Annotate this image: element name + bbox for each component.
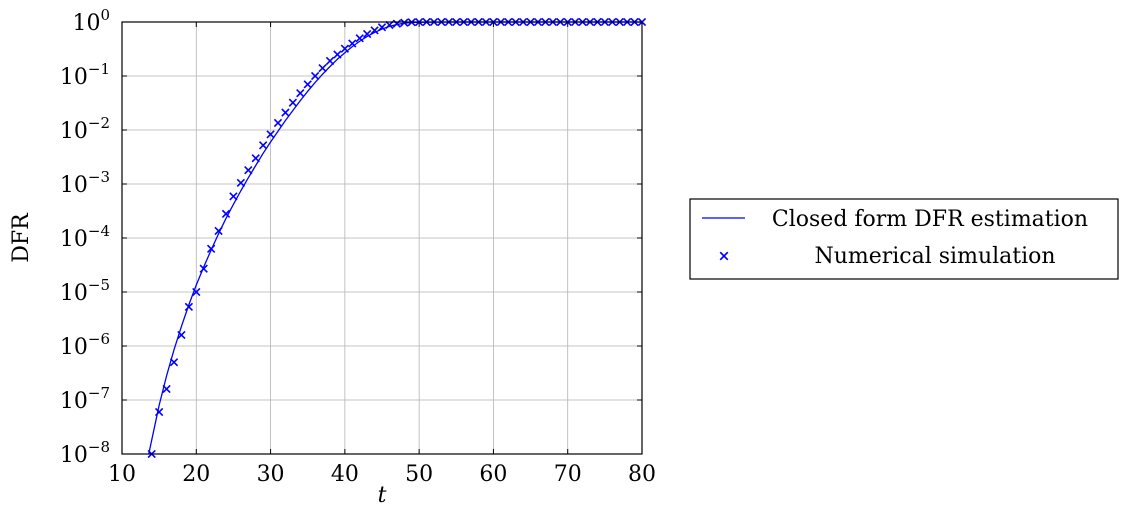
simulation-point [169, 358, 179, 367]
simulation-point [266, 130, 275, 139]
simulation-point [296, 89, 305, 98]
x-tick-label: 20 [182, 462, 210, 487]
marker-stroke [206, 244, 216, 254]
marker-stroke [236, 178, 246, 188]
grid-lines [122, 22, 642, 454]
simulation-point [221, 209, 231, 219]
simulation-point [325, 56, 335, 66]
simulation-point [303, 80, 312, 89]
x-tick-label: 70 [554, 462, 582, 487]
simulation-point [184, 302, 194, 312]
marker-stroke [281, 108, 290, 117]
marker-stroke [310, 71, 320, 81]
marker-stroke [288, 98, 298, 107]
y-tick-label: 10−7 [60, 384, 110, 414]
marker-stroke [392, 19, 402, 28]
marker-stroke [318, 63, 327, 73]
simulation-point [400, 18, 409, 27]
y-tick-label: 10−1 [60, 60, 110, 90]
simulation-point [340, 44, 350, 53]
simulation-point [288, 98, 298, 107]
x-axis-label: t [378, 483, 387, 508]
simulation-point [318, 63, 327, 73]
y-tick-label: 10−5 [60, 276, 110, 306]
simulation-point [281, 108, 290, 117]
marker-stroke [362, 29, 372, 39]
y-tick-label: 100 [72, 6, 110, 36]
marker-stroke [184, 302, 194, 312]
x-tick-label: 60 [479, 462, 507, 487]
simulation-point [206, 244, 216, 254]
marker-stroke [177, 330, 186, 340]
simulation-point [258, 141, 268, 150]
simulation-point [333, 50, 342, 59]
axis-ticks: 10 20 30 40 50 60 70 80 100 10−1 10−2 10−3 10−4 10−5 1… [60, 6, 656, 487]
x-tick-label: 40 [331, 462, 359, 487]
marker-stroke [370, 26, 379, 35]
marker-stroke [377, 23, 387, 32]
simulation-point [355, 34, 364, 43]
simulation-point [214, 226, 223, 236]
marker-stroke [325, 56, 335, 66]
simulation-point [192, 287, 201, 297]
legend-box [689, 198, 1119, 280]
marker-stroke [273, 118, 283, 128]
simulation-point [162, 384, 171, 394]
legend: Closed form DFR estimation Numerical sim… [689, 198, 1119, 280]
marker-stroke [340, 44, 350, 53]
marker-stroke [229, 192, 238, 201]
marker-stroke [296, 89, 305, 98]
x-tick-label: 30 [257, 462, 285, 487]
marker-stroke [192, 287, 201, 297]
marker-stroke [333, 50, 342, 59]
simulation-point [348, 39, 357, 48]
simulation-point [229, 192, 238, 201]
legend-label-closed-form: Closed form DFR estimation [772, 207, 1088, 232]
simulation-point [236, 178, 246, 188]
simulation-point [199, 264, 208, 273]
y-axis-label: DFR [9, 212, 34, 263]
marker-stroke [162, 384, 171, 394]
marker-stroke [169, 358, 179, 367]
simulation-point [377, 23, 387, 32]
marker-stroke [348, 39, 357, 48]
marker-stroke [251, 154, 260, 163]
simulation-point [154, 407, 164, 417]
simulation-point [362, 29, 372, 39]
marker-stroke [400, 18, 409, 27]
simulation-point [310, 71, 320, 81]
y-tick-label: 10−8 [60, 438, 110, 468]
y-tick-label: 10−2 [60, 114, 110, 144]
marker-stroke [154, 407, 164, 417]
marker-stroke [221, 209, 231, 219]
simulation-point [273, 118, 283, 128]
legend-marker-swatch [719, 251, 729, 261]
simulation-point [244, 166, 253, 175]
x-tick-label: 50 [405, 462, 433, 487]
marker-stroke [214, 226, 223, 236]
simulation-point [177, 330, 186, 340]
y-tick-label: 10−4 [60, 222, 110, 252]
y-tick-label: 10−6 [60, 330, 110, 360]
y-tick-label: 10−3 [60, 168, 110, 198]
marker-stroke [199, 264, 208, 273]
x-tick-label: 10 [108, 462, 136, 487]
simulation-point [370, 26, 379, 35]
simulation-point [392, 19, 402, 28]
marker-stroke [303, 80, 312, 89]
marker-stroke [244, 166, 253, 175]
marker-stroke [355, 34, 364, 43]
legend-label-simulation: Numerical simulation [814, 244, 1055, 269]
marker-stroke [266, 130, 275, 139]
simulation-point [251, 154, 260, 163]
x-tick-label: 80 [628, 462, 656, 487]
marker-stroke [258, 141, 268, 150]
